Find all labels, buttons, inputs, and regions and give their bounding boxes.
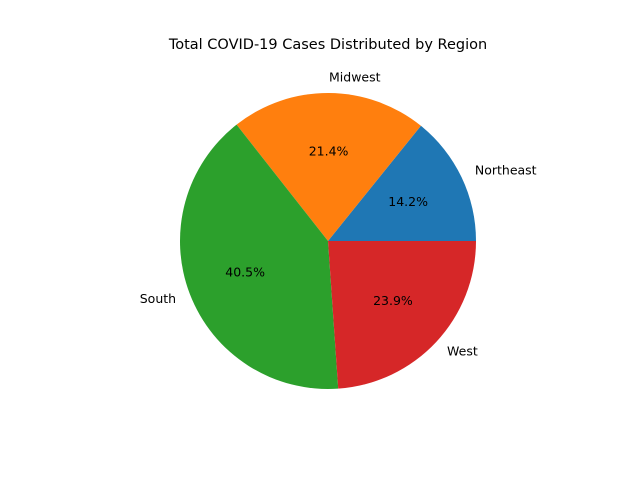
slice-percent-midwest: 21.4% [309,144,349,159]
chart-title: Total COVID-19 Cases Distributed by Regi… [168,37,487,53]
pie-slice-south [180,124,339,389]
pie-slice-northeast [328,125,476,241]
pie-labels: Northeast 14.2% Midwest 21.4% South 40.5% West… [140,70,537,359]
pie-slice-west [328,241,476,389]
slice-label-northeast: Northeast [475,162,537,177]
slice-label-south: South [140,291,176,306]
slice-percent-south: 40.5% [225,264,265,279]
pie-slices [180,93,476,389]
slice-percent-west: 23.9% [373,293,413,308]
pie-slice-midwest [236,93,421,241]
slice-label-west: West [447,344,478,359]
slice-percent-northeast: 14.2% [388,194,428,209]
slice-label-midwest: Midwest [329,70,381,85]
